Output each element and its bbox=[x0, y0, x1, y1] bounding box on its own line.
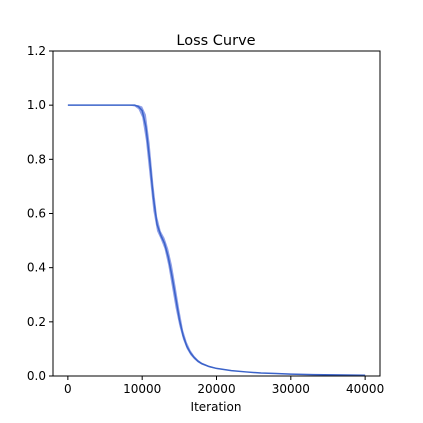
y-tick-label: 0.4 bbox=[27, 261, 46, 275]
y-tick-label: 1.0 bbox=[27, 98, 46, 112]
y-tick-label: 1.2 bbox=[27, 44, 46, 58]
loss-band-0 bbox=[67, 105, 366, 376]
plot-area bbox=[67, 104, 366, 376]
x-tick-label: 20000 bbox=[197, 382, 235, 396]
y-tick-label: 0.2 bbox=[27, 315, 46, 329]
x-tick-label: 0 bbox=[64, 382, 72, 396]
chart-title: Loss Curve bbox=[176, 33, 255, 49]
loss-line-0 bbox=[67, 104, 366, 376]
x-axis: 0 10000 20000 30000 40000 bbox=[64, 376, 384, 396]
x-axis-title: Iteration bbox=[191, 400, 242, 414]
x-tick-label: 10000 bbox=[123, 382, 161, 396]
y-tick-label: 0.0 bbox=[27, 369, 46, 383]
plot-frame bbox=[52, 50, 381, 377]
x-tick-label: 40000 bbox=[346, 382, 384, 396]
y-tick-label: 0.6 bbox=[27, 207, 46, 221]
y-axis: 0.0 0.2 0.4 0.6 0.8 1.0 1.2 bbox=[27, 44, 53, 383]
x-tick-label: 30000 bbox=[272, 382, 310, 396]
y-tick-label: 0.8 bbox=[27, 152, 46, 166]
